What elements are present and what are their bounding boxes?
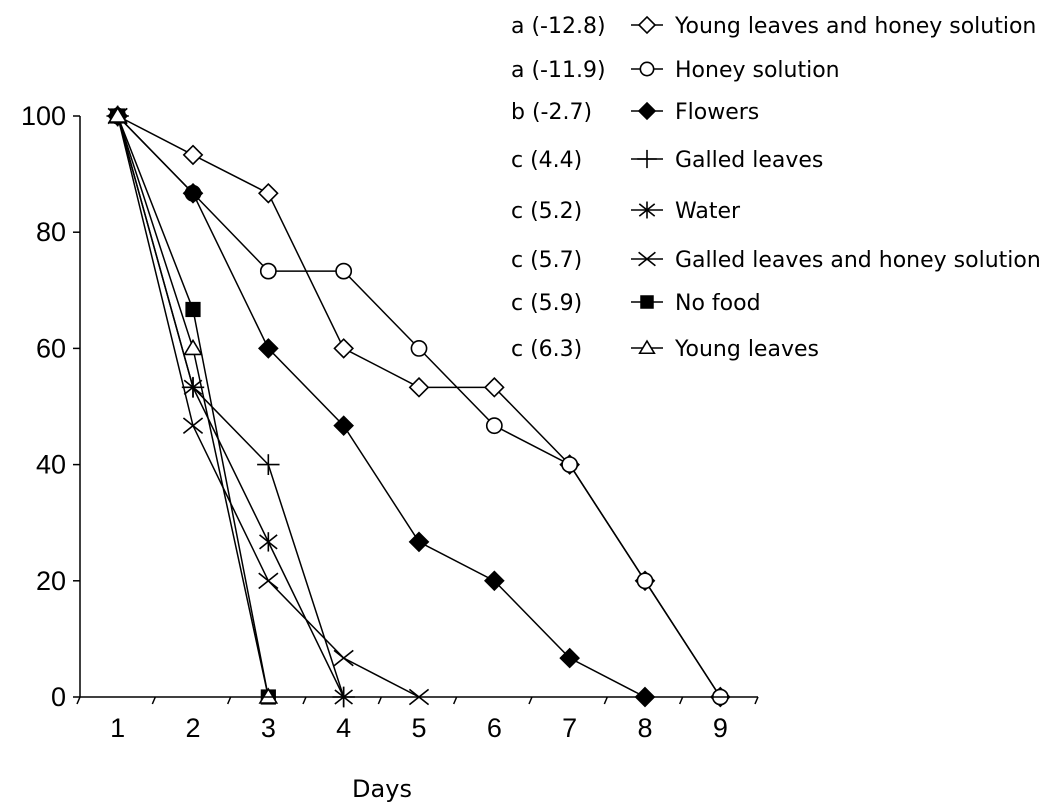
x-tick-mark	[452, 696, 458, 705]
data-point	[185, 301, 201, 318]
data-point	[182, 144, 204, 166]
legend-series-name: Young leaves and honey solution	[674, 14, 1036, 39]
x-tick-mark	[76, 696, 81, 705]
y-tick-label: 100	[21, 101, 66, 131]
x-tick-label: 5	[411, 713, 426, 743]
x-tick-mark	[678, 696, 684, 705]
x-tick-mark	[528, 696, 533, 705]
data-point	[559, 647, 580, 669]
data-point	[333, 338, 354, 359]
y-tick-label: 0	[51, 682, 66, 712]
legend-entry-flowers: b (-2.7) Flowers	[511, 100, 759, 125]
axes	[79, 116, 758, 698]
legend: a (-12.8) Young leaves and honey solution…	[511, 14, 1041, 362]
data-point	[408, 531, 430, 553]
data-point	[484, 570, 505, 592]
legend-marker	[639, 61, 655, 77]
data-point	[259, 532, 278, 552]
x-tick-label: 6	[487, 713, 502, 743]
series-young-leaves-and-honey-solution	[117, 115, 721, 698]
legend-group-label: b (-2.7)	[511, 100, 592, 125]
markers-flowers	[107, 105, 656, 708]
markers-water	[108, 106, 353, 707]
markers-young-leaves	[107, 106, 279, 704]
data-point	[485, 417, 503, 435]
data-point	[258, 687, 279, 704]
y-tick-label: 40	[36, 450, 66, 480]
y-tick-label: 80	[36, 217, 66, 247]
x-tick-label: 8	[637, 713, 652, 743]
data-point	[561, 456, 579, 473]
data-point	[258, 182, 279, 204]
legend-entry-galled-leaves-and-honey-solution: c (5.7) Galled leaves and honey solution	[511, 248, 1041, 273]
plot-area	[106, 105, 731, 708]
data-point	[182, 417, 204, 434]
y-tick-label: 60	[36, 333, 66, 363]
legend-group-label: c (6.3)	[511, 337, 582, 362]
legend-entry-young-leaves: c (6.3) Young leaves	[511, 337, 819, 362]
data-point	[183, 377, 203, 398]
legend-series-name: No food	[675, 291, 761, 316]
x-tick-label: 7	[562, 713, 577, 743]
series-line	[117, 115, 721, 698]
data-point	[182, 182, 204, 204]
data-point	[484, 376, 505, 398]
x-tick-mark	[377, 696, 383, 705]
x-tick-label: 9	[713, 713, 728, 743]
series-flowers	[117, 115, 646, 698]
legend-marker	[637, 15, 657, 35]
legend-group-label: c (5.2)	[511, 199, 582, 224]
legend-series-name: Galled leaves and honey solution	[675, 248, 1041, 273]
data-point	[333, 649, 354, 667]
data-point	[258, 338, 279, 359]
legend-entry-no-food: c (5.9) No food	[511, 291, 761, 316]
legend-entry-young-leaves-and-honey-solution: a (-12.8) Young leaves and honey solution	[511, 14, 1036, 39]
x-tick-mark	[226, 696, 232, 705]
series-line	[117, 115, 646, 698]
y-tick-label: 20	[36, 566, 66, 596]
legend-marker	[637, 149, 657, 169]
x-tick-label: 1	[110, 713, 125, 743]
legend-marker	[638, 201, 656, 219]
legend-marker	[638, 339, 656, 355]
data-point	[258, 572, 279, 590]
legend-group-label: c (5.7)	[511, 248, 582, 273]
data-point	[410, 339, 428, 357]
ticks: 0 20 40 60 80 100 1 2 3 4 5 6 7 8 9	[21, 101, 759, 743]
legend-group-label: a (-11.9)	[511, 58, 606, 83]
legend-series-name: Water	[675, 199, 741, 224]
legend-series-name: Honey solution	[675, 58, 840, 83]
data-point	[259, 262, 277, 280]
series-line	[117, 115, 721, 698]
x-tick-mark	[754, 696, 759, 705]
legend-series-name: Flowers	[675, 100, 759, 125]
data-point	[408, 376, 430, 398]
legend-group-label: a (-12.8)	[511, 14, 606, 39]
data-point	[183, 338, 203, 356]
x-tick-label: 3	[261, 713, 276, 743]
x-tick-mark	[151, 696, 157, 705]
legend-marker	[640, 295, 654, 309]
x-tick-label: 2	[185, 713, 200, 743]
legend-entry-honey-solution: a (-11.9) Honey solution	[511, 58, 840, 83]
data-point	[333, 415, 354, 437]
data-point	[107, 106, 128, 123]
x-tick-mark	[302, 696, 307, 705]
legend-marker	[638, 251, 656, 267]
legend-group-label: c (5.9)	[511, 291, 582, 316]
data-point	[636, 572, 654, 590]
legend-marker	[637, 101, 657, 121]
legend-entry-galled-leaves: c (4.4) Galled leaves	[511, 148, 823, 173]
data-point	[335, 262, 353, 280]
data-point	[257, 454, 280, 475]
x-axis-title: Days	[352, 775, 412, 803]
series-honey-solution	[117, 115, 721, 698]
x-tick-label: 4	[336, 713, 351, 743]
x-tick-mark	[603, 696, 609, 705]
legend-entry-water: c (5.2) Water	[511, 199, 741, 224]
legend-group-label: c (4.4)	[511, 148, 582, 173]
legend-series-name: Young leaves	[674, 337, 819, 362]
legend-series-name: Galled leaves	[675, 148, 823, 173]
